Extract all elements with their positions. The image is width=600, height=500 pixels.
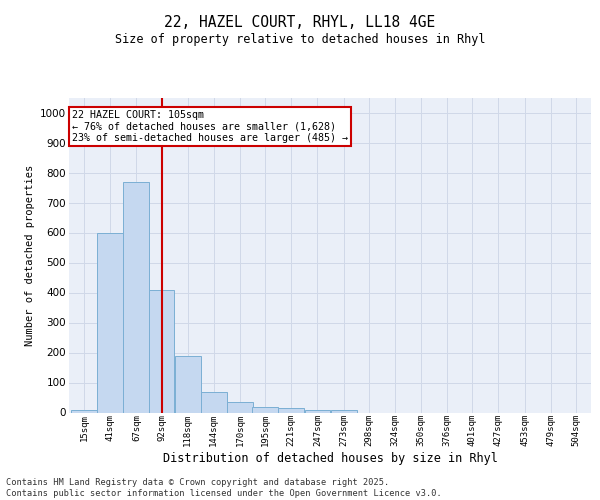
Text: 22, HAZEL COURT, RHYL, LL18 4GE: 22, HAZEL COURT, RHYL, LL18 4GE [164,15,436,30]
Bar [71,410,97,412]
Bar [305,410,331,412]
Bar [252,406,278,412]
Text: Contains HM Land Registry data © Crown copyright and database right 2025.
Contai: Contains HM Land Registry data © Crown c… [6,478,442,498]
Bar [175,356,200,412]
Bar [278,408,304,412]
Bar [124,182,149,412]
Bar [201,392,227,412]
Text: Size of property relative to detached houses in Rhyl: Size of property relative to detached ho… [115,32,485,46]
Bar [331,410,356,412]
Bar [149,290,175,412]
Bar [97,232,123,412]
Bar [227,402,253,412]
X-axis label: Distribution of detached houses by size in Rhyl: Distribution of detached houses by size … [163,452,497,464]
Text: 22 HAZEL COURT: 105sqm
← 76% of detached houses are smaller (1,628)
23% of semi-: 22 HAZEL COURT: 105sqm ← 76% of detached… [72,110,348,142]
Y-axis label: Number of detached properties: Number of detached properties [25,164,35,346]
